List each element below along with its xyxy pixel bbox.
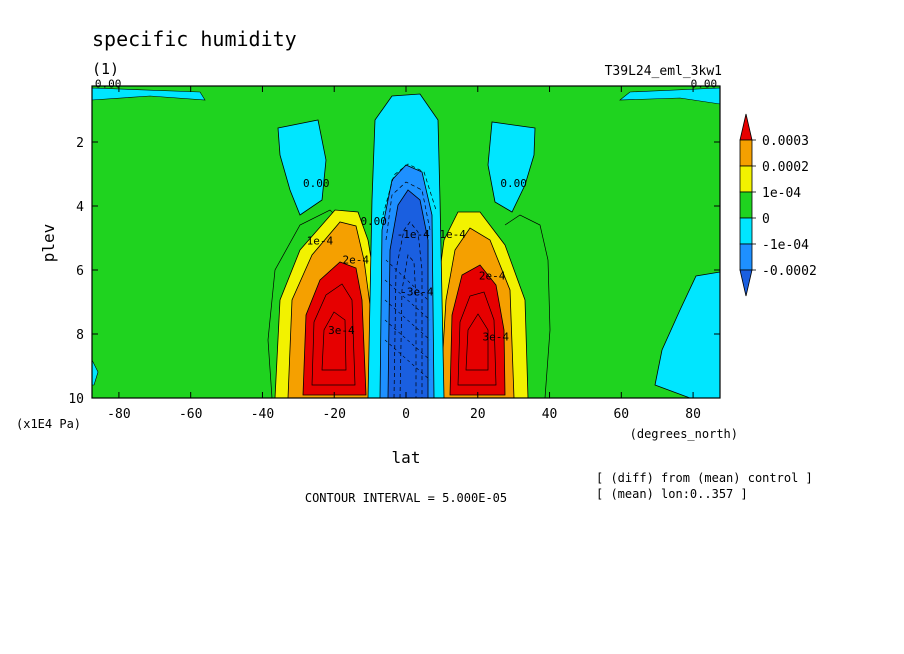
positive-region — [449, 264, 506, 396]
y-tick-label: 6 — [76, 264, 84, 279]
note-mean: [ (mean) lon:0..357 ] — [596, 487, 748, 501]
x-tick-label: -20 — [322, 407, 345, 422]
colorbar-label: -0.0002 — [762, 264, 817, 279]
y-tick-label: 10 — [68, 392, 84, 407]
y-tick-label: 4 — [76, 200, 84, 215]
x-tick-label: 60 — [613, 407, 629, 422]
y-axis-title: plev — [39, 224, 58, 263]
colorbar-label: 0.0003 — [762, 134, 809, 149]
contour-line — [385, 181, 431, 241]
y-axis: 2 4 6 8 10 — [68, 136, 720, 407]
colorbar: 0.0003 0.0002 1e-04 0 -1e-04 -0.0002 — [739, 113, 817, 297]
experiment-label: T39L24_eml_3kw1 — [605, 64, 722, 79]
colorbar-label: 1e-04 — [762, 186, 801, 201]
negative-region — [654, 271, 720, 398]
contour-line — [384, 259, 431, 381]
x-tick-label: -40 — [251, 407, 274, 422]
x-axis-title: lat — [392, 448, 421, 467]
colorbar-label: 0 — [762, 212, 770, 227]
positive-region — [302, 261, 367, 396]
contour-line — [321, 311, 347, 371]
plot-area — [92, 86, 720, 398]
contour-line — [382, 163, 437, 216]
colorbar-swatch — [739, 243, 753, 271]
contour-label: 0.00 — [691, 78, 718, 91]
colorbar-swatch — [739, 217, 753, 245]
contour-label: -3e-4 — [400, 286, 433, 299]
x-axis: -80 -60 -40 -20 0 20 40 60 80 — [107, 86, 701, 422]
colorbar-label: -1e-04 — [762, 238, 809, 253]
x-tick-label: 0 — [402, 407, 410, 422]
panel-label: (1) — [92, 60, 119, 78]
negative-region — [387, 189, 429, 398]
negative-region — [487, 121, 536, 213]
y-tick-label: 8 — [76, 328, 84, 343]
colorbar-swatch — [739, 269, 753, 297]
x-tick-label: -80 — [107, 407, 130, 422]
x-tick-label: 40 — [542, 407, 558, 422]
x-tick-label: 20 — [470, 407, 486, 422]
contour-label: 3e-4 — [482, 330, 509, 343]
contour-label: 0.00 — [360, 215, 387, 228]
contour-label: 2e-4 — [343, 254, 370, 267]
contour-label: 0.00 — [303, 177, 330, 190]
x-tick-label: 80 — [685, 407, 701, 422]
contour-label: 1e-4 — [307, 234, 334, 247]
contour-line — [465, 313, 489, 371]
y-tick-label: 2 — [76, 136, 84, 151]
contour-line — [393, 221, 423, 398]
contour-interval: CONTOUR INTERVAL = 5.000E-05 — [305, 491, 507, 505]
colorbar-label: 0.0002 — [762, 160, 809, 175]
negative-region — [92, 359, 99, 386]
contour-label: -1e-4 — [397, 228, 430, 241]
contour-line — [311, 283, 356, 386]
contour-line — [504, 214, 551, 398]
contour-line — [457, 291, 497, 386]
contour-label: 2e-4 — [479, 270, 506, 283]
chart-title: specific humidity — [92, 27, 297, 51]
contour-labels: 0.00 0.00 0.00 0.00 1e-4 2e-4 3e-4 1e-4 2e-4 3e-4… — [95, 78, 717, 344]
colorbar-swatch — [739, 165, 753, 193]
contour-label: 1e-4 — [439, 228, 466, 241]
colorbar-swatch — [739, 139, 753, 167]
colorbar-swatch — [739, 191, 753, 219]
contour-line — [399, 254, 417, 398]
negative-region — [619, 87, 720, 105]
negative-region — [92, 87, 206, 101]
x-tick-label: -60 — [179, 407, 202, 422]
note-diff: [ (diff) from (mean) control ] — [596, 471, 813, 485]
x-axis-units: (degrees_north) — [630, 427, 738, 441]
colorbar-swatch — [739, 113, 753, 141]
y-axis-units: (x1E4 Pa) — [16, 417, 81, 431]
negative-region — [277, 119, 327, 216]
contour-label: 3e-4 — [328, 324, 355, 337]
contour-label: 0.00 — [500, 177, 527, 190]
contour-label: 0.00 — [95, 78, 122, 91]
